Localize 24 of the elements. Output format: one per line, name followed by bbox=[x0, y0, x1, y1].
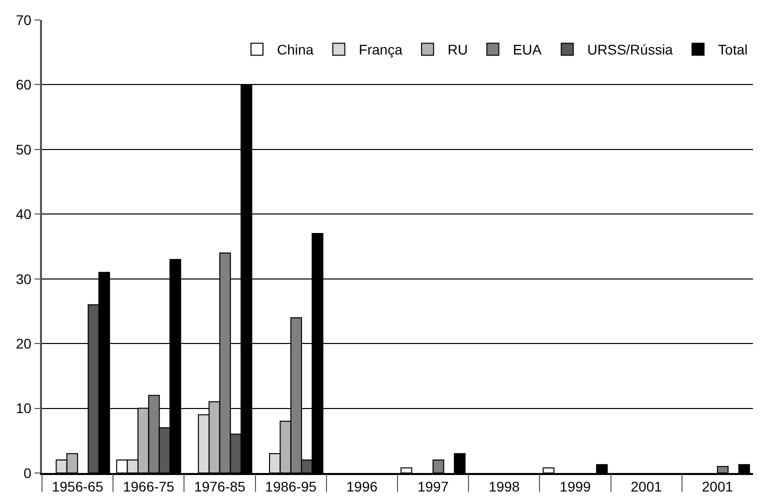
x-tick-label: 1966-75 bbox=[122, 478, 175, 495]
y-tick-label: 10 bbox=[16, 400, 32, 416]
x-tick-label: 1986-95 bbox=[265, 478, 317, 495]
x-tick-label: 1998 bbox=[488, 478, 520, 495]
legend-label: Total bbox=[718, 42, 748, 58]
legend-label: RU bbox=[448, 42, 468, 58]
x-tick-label: 1996 bbox=[346, 478, 378, 495]
y-tick-label: 30 bbox=[16, 270, 32, 287]
x-tick-label: 2001 bbox=[630, 478, 662, 495]
x-tick-label: 1976-85 bbox=[194, 478, 246, 495]
y-tick-label: 70 bbox=[16, 12, 32, 28]
x-tick-label: 1956-65 bbox=[52, 478, 104, 495]
y-tick-label: 20 bbox=[16, 335, 32, 352]
y-tick-label: 50 bbox=[16, 141, 32, 158]
y-tick-label: 0 bbox=[24, 464, 32, 481]
legend-label: França bbox=[358, 42, 403, 58]
x-tick-label: 1997 bbox=[417, 478, 449, 495]
legend-label: China bbox=[277, 42, 314, 58]
y-tick-label: 40 bbox=[16, 206, 32, 222]
x-tick-label: 1999 bbox=[560, 478, 592, 495]
legend-label: EUA bbox=[512, 42, 542, 58]
x-tick-label: 2001 bbox=[702, 478, 734, 495]
legend-label: URSS/Rússia bbox=[587, 42, 674, 58]
y-tick-label: 60 bbox=[16, 76, 32, 93]
